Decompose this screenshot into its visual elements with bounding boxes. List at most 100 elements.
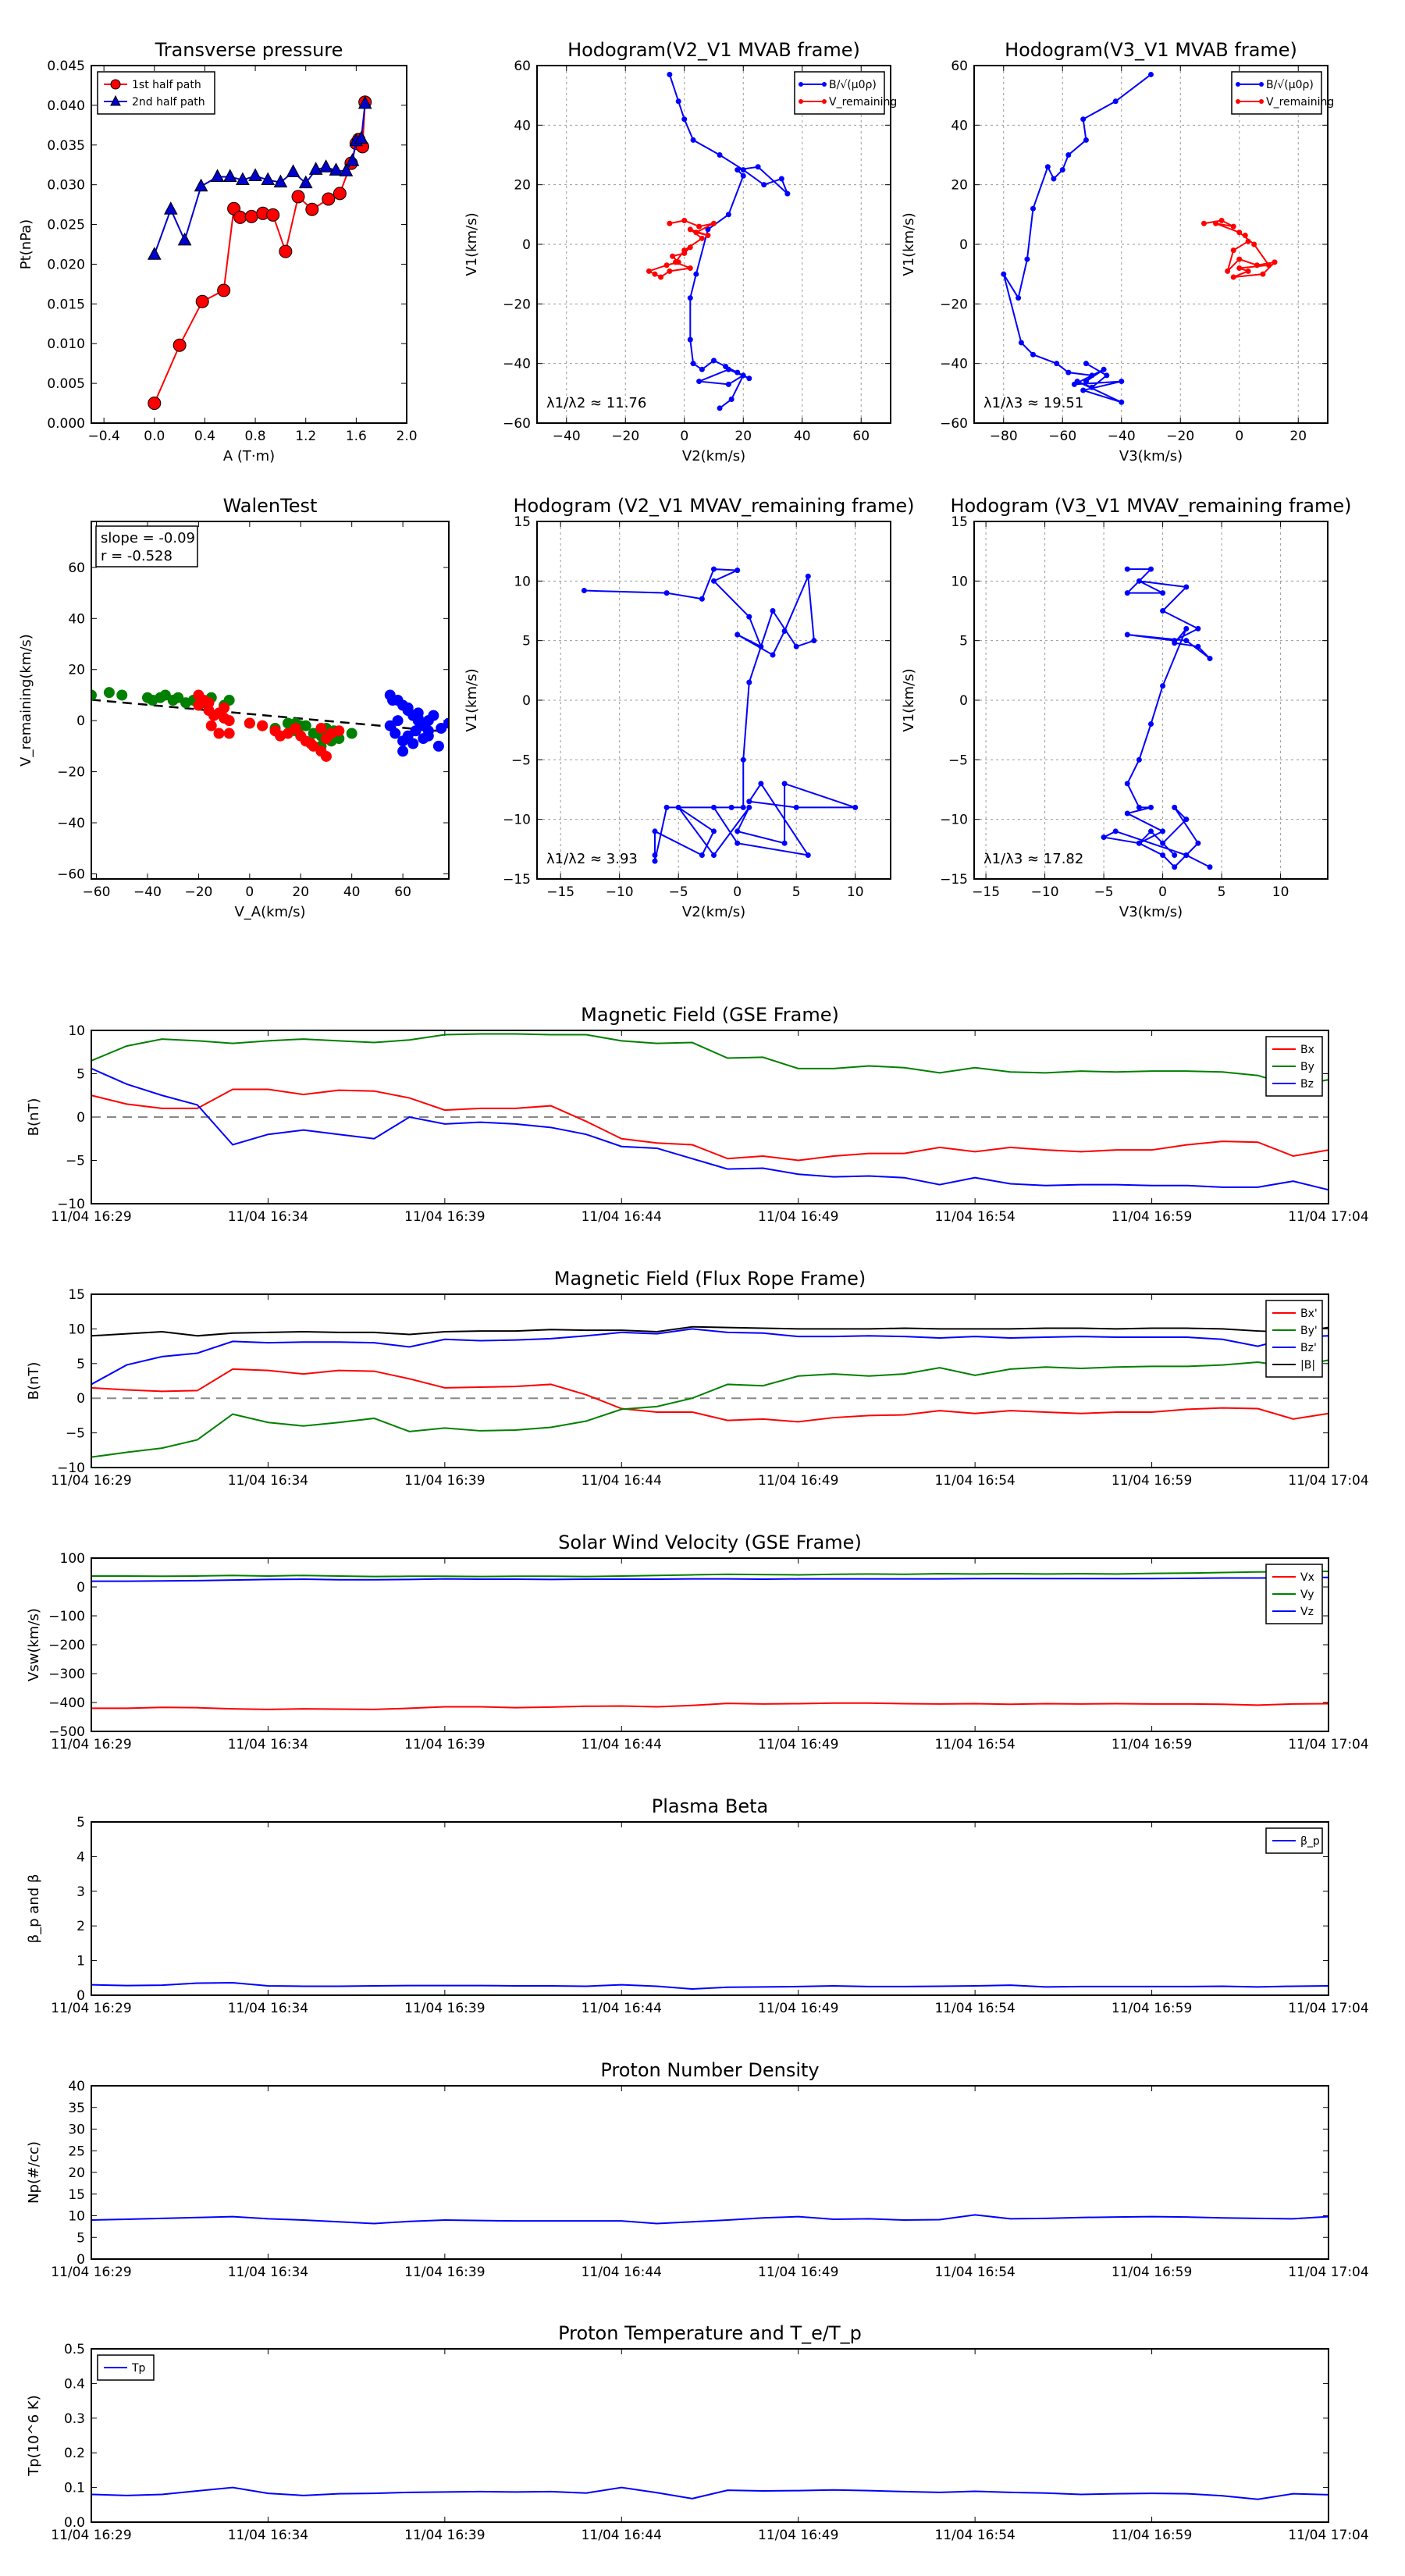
- data-point: [670, 253, 676, 259]
- axes-frame: [536, 521, 891, 880]
- y-tick-label: −60: [940, 416, 968, 432]
- x-tick-label: 11/04 17:04: [1288, 2265, 1368, 2280]
- legend: Vx Vy Vz: [1265, 1564, 1323, 1624]
- data-point: [1051, 176, 1057, 182]
- y-tick-label: 0.030: [47, 178, 85, 194]
- x-tick-label: 11/04 16:54: [934, 1473, 1015, 1489]
- axes-frame: [91, 1030, 1329, 1204]
- panel-title: Hodogram (V2_V1 MVAV_remaining frame): [513, 495, 914, 517]
- data-point: [305, 202, 319, 216]
- data-point: [711, 578, 717, 584]
- data-point: [746, 799, 752, 805]
- data-point: [1059, 167, 1065, 173]
- series-line-1: [91, 1033, 1329, 1087]
- y-tick-label: 15: [951, 514, 968, 530]
- data-point: [345, 153, 360, 166]
- legend-marker: [1236, 99, 1240, 104]
- data-point: [320, 733, 332, 745]
- x-tick-label: 0.0: [144, 429, 165, 444]
- x-tick-label: −20: [611, 429, 639, 444]
- data-point: [687, 226, 693, 233]
- y-axis-label: B(nT): [26, 1362, 42, 1400]
- data-point: [1172, 852, 1178, 858]
- data-point: [333, 187, 347, 201]
- x-tick-label: −20: [184, 884, 212, 900]
- data-point: [387, 695, 399, 706]
- data-point: [339, 163, 354, 176]
- x-tick-label: −15: [972, 884, 1000, 900]
- x-tick-label: −5: [1094, 884, 1114, 900]
- plot-area: [91, 687, 449, 762]
- data-point: [1183, 625, 1190, 632]
- panel-hodo4: Hodogram (V3_V1 MVAV_remaining frame) −15…: [901, 495, 1352, 920]
- data-point: [667, 220, 673, 226]
- y-tick-label: 5: [76, 1357, 85, 1372]
- data-point: [217, 283, 231, 297]
- y-tick-label: 40: [951, 118, 968, 133]
- y-tick-label: 0.4: [64, 2376, 85, 2392]
- data-point: [1236, 256, 1243, 262]
- x-tick-label: 1.6: [346, 429, 367, 444]
- data-point: [1236, 229, 1243, 236]
- data-point: [793, 643, 799, 649]
- plot-area: [91, 1033, 1329, 1191]
- data-point: [193, 699, 205, 711]
- data-point: [1089, 384, 1095, 390]
- data-point: [1054, 361, 1060, 367]
- legend-marker: [822, 99, 827, 104]
- x-tick-label: 11/04 16:44: [582, 1209, 662, 1225]
- data-point: [397, 745, 409, 757]
- plot-area: [91, 2486, 1329, 2500]
- data-point: [746, 679, 752, 685]
- y-tick-label: 15: [68, 1287, 85, 1303]
- data-point: [357, 95, 372, 109]
- x-tick-label: 11/04 17:04: [1288, 1737, 1368, 1752]
- data-point: [205, 720, 217, 731]
- legend-label: |B|: [1300, 1359, 1315, 1372]
- y-tick-label: 0: [522, 693, 531, 709]
- legend-label: Bz': [1300, 1342, 1317, 1354]
- legend-label: Bx': [1300, 1308, 1318, 1320]
- plot-area: [91, 1325, 1329, 1458]
- data-point: [402, 730, 414, 742]
- y-axis-label: V1(km/s): [901, 668, 917, 731]
- data-point: [1195, 643, 1201, 649]
- x-tick-label: 11/04 16:39: [404, 2001, 485, 2016]
- y-tick-label: −5: [66, 1426, 85, 1442]
- series-line-2: [91, 1576, 1329, 1582]
- data-point: [432, 740, 444, 752]
- data-point: [778, 176, 784, 182]
- y-tick-label: 0: [959, 693, 968, 709]
- data-point: [305, 738, 317, 749]
- data-point: [1183, 638, 1190, 644]
- series-line-0: [668, 74, 788, 409]
- data-point: [675, 804, 681, 810]
- x-tick-label: 11/04 16:54: [934, 2528, 1015, 2543]
- data-point: [1136, 578, 1142, 584]
- data-point: [711, 220, 717, 226]
- y-tick-label: −10: [57, 1461, 85, 1476]
- y-tick-label: −10: [503, 813, 531, 828]
- y-tick-label: −5: [948, 753, 968, 768]
- data-point: [1242, 233, 1248, 239]
- x-tick-label: −5: [669, 884, 688, 900]
- x-tick-label: 11/04 16:54: [934, 2265, 1015, 2280]
- data-point: [699, 366, 705, 372]
- eigen-ratio-annotation: λ1/λ3 ≈ 17.82: [984, 851, 1083, 867]
- y-tick-label: −20: [940, 297, 968, 312]
- x-tick-label: 11/04 16:49: [758, 1209, 838, 1225]
- y-tick-label: 0: [959, 237, 968, 253]
- data-point: [1160, 840, 1166, 846]
- data-point: [1148, 804, 1154, 810]
- data-point: [1080, 116, 1087, 123]
- data-point: [389, 728, 401, 739]
- data-point: [1124, 781, 1130, 787]
- stats-line: r = -0.528: [101, 548, 173, 564]
- data-point: [194, 178, 208, 192]
- data-point: [761, 182, 767, 188]
- data-point: [770, 608, 776, 614]
- y-tick-label: 0.2: [64, 2446, 85, 2461]
- y-tick-label: −400: [48, 1695, 85, 1711]
- data-point: [758, 643, 764, 649]
- y-tick-label: −100: [48, 1609, 85, 1624]
